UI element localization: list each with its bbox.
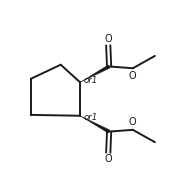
Polygon shape: [80, 116, 110, 133]
Text: O: O: [128, 71, 136, 81]
Text: O: O: [128, 117, 136, 127]
Text: or1: or1: [84, 113, 98, 122]
Text: O: O: [104, 34, 112, 45]
Text: or1: or1: [84, 76, 98, 85]
Text: O: O: [104, 154, 112, 164]
Polygon shape: [80, 65, 110, 82]
